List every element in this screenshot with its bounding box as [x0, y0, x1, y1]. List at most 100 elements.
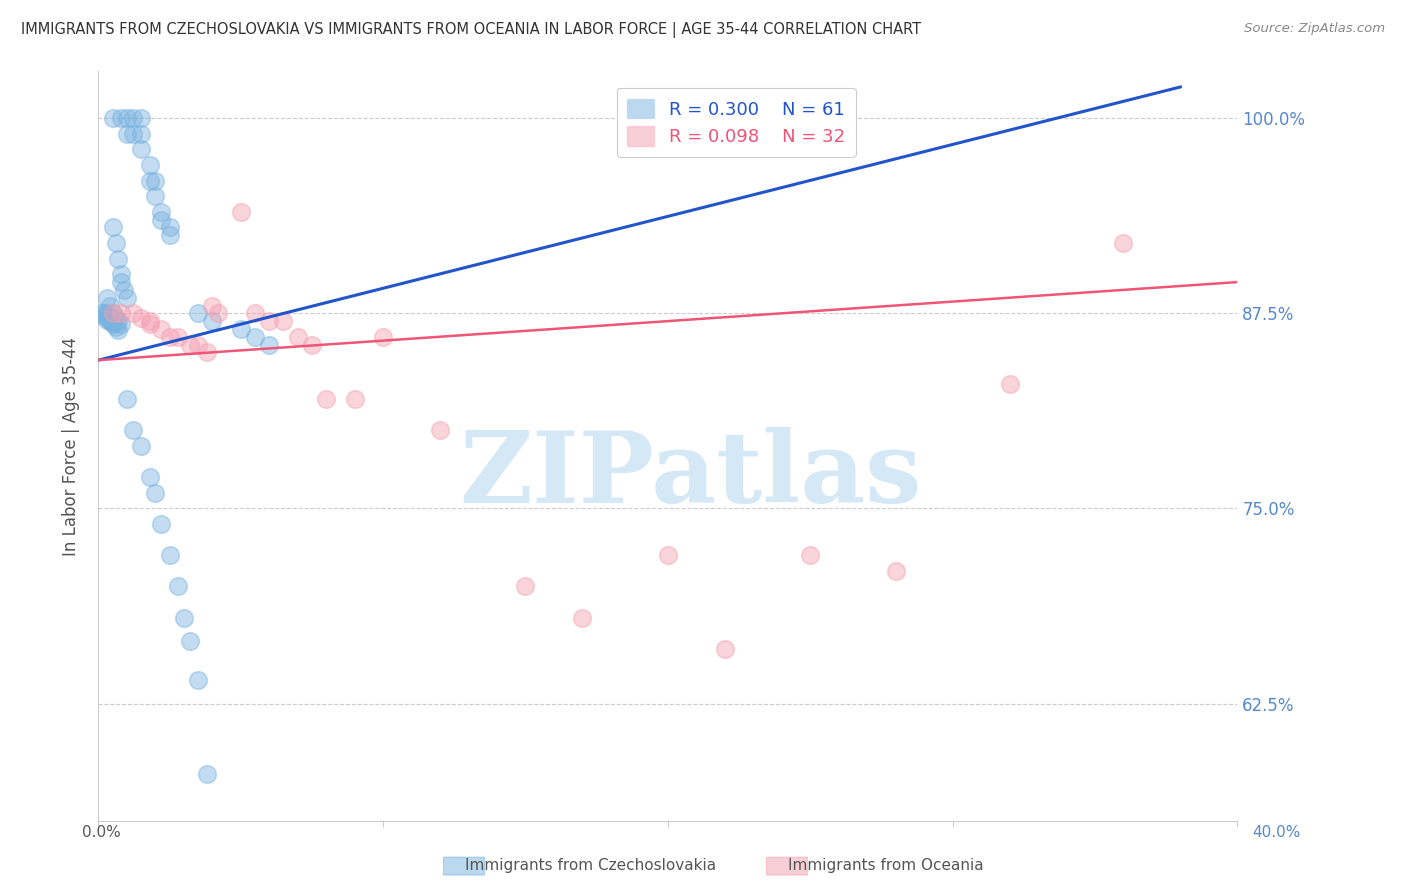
Point: [90, 306, 112, 320]
Point: [115, 291, 138, 305]
Point: [273, 314, 295, 328]
Point: [515, 580, 537, 594]
Point: [96, 312, 118, 326]
Point: [150, 322, 173, 336]
Point: [301, 337, 323, 351]
Point: [93, 306, 115, 320]
Point: [187, 673, 209, 687]
Point: [243, 306, 266, 320]
Text: 40.0%: 40.0%: [1253, 825, 1301, 840]
Point: [657, 549, 679, 563]
Point: [129, 311, 152, 326]
Point: [195, 345, 218, 359]
FancyBboxPatch shape: [443, 857, 485, 875]
Point: [107, 324, 129, 338]
Point: [229, 205, 252, 219]
Point: [159, 228, 181, 243]
Point: [150, 517, 173, 532]
Y-axis label: In Labor Force | Age 35-44: In Labor Force | Age 35-44: [62, 336, 80, 556]
Point: [93, 310, 115, 324]
Point: [998, 376, 1021, 391]
Point: [799, 549, 821, 563]
Point: [101, 314, 124, 328]
Point: [243, 330, 266, 344]
Point: [138, 174, 160, 188]
Point: [98, 298, 121, 313]
Point: [173, 611, 195, 625]
Point: [159, 220, 181, 235]
Point: [112, 283, 135, 297]
Point: [101, 316, 124, 330]
Point: [373, 330, 395, 344]
Text: Source: ZipAtlas.com: Source: ZipAtlas.com: [1244, 22, 1385, 36]
Point: [259, 314, 281, 328]
Point: [145, 189, 167, 203]
Point: [115, 127, 138, 141]
Point: [187, 337, 209, 351]
Text: Immigrants from Czechoslovakia: Immigrants from Czechoslovakia: [465, 858, 716, 872]
Point: [150, 212, 173, 227]
Point: [167, 330, 190, 344]
Point: [207, 306, 229, 320]
Point: [138, 470, 160, 484]
Point: [110, 275, 132, 289]
Point: [229, 322, 252, 336]
Point: [121, 306, 143, 320]
Point: [129, 127, 152, 141]
Point: [101, 306, 124, 320]
Point: [145, 174, 167, 188]
Point: [115, 112, 138, 126]
Point: [138, 314, 160, 328]
Point: [101, 317, 124, 331]
Point: [150, 205, 173, 219]
Point: [104, 235, 127, 250]
Point: [195, 767, 218, 781]
Point: [167, 580, 190, 594]
Point: [101, 112, 124, 126]
Point: [259, 337, 281, 351]
Point: [429, 423, 451, 437]
Point: [179, 634, 201, 648]
Point: [121, 112, 143, 126]
Point: [179, 337, 201, 351]
Point: [121, 423, 143, 437]
Point: [110, 317, 132, 331]
Point: [129, 143, 152, 157]
Point: [571, 611, 593, 625]
Point: [187, 306, 209, 320]
Text: IMMIGRANTS FROM CZECHOSLOVAKIA VS IMMIGRANTS FROM OCEANIA IN LABOR FORCE | AGE 3: IMMIGRANTS FROM CZECHOSLOVAKIA VS IMMIGR…: [21, 22, 921, 38]
Point: [138, 317, 160, 331]
Text: ZIPatlas: ZIPatlas: [460, 427, 922, 524]
Point: [138, 158, 160, 172]
Point: [201, 314, 224, 328]
Point: [98, 314, 121, 328]
Point: [98, 311, 121, 326]
Point: [107, 252, 129, 266]
Point: [315, 392, 337, 407]
Point: [110, 306, 132, 320]
Point: [201, 298, 224, 313]
Point: [96, 310, 118, 324]
Point: [110, 268, 132, 282]
Point: [1112, 235, 1135, 250]
Point: [343, 392, 366, 407]
Point: [104, 311, 127, 326]
Point: [115, 392, 138, 407]
Text: 0.0%: 0.0%: [82, 825, 121, 840]
Point: [110, 112, 132, 126]
Point: [104, 320, 127, 334]
Point: [129, 439, 152, 453]
Point: [101, 306, 124, 320]
FancyBboxPatch shape: [766, 857, 808, 875]
Point: [159, 549, 181, 563]
Point: [287, 330, 309, 344]
Point: [145, 485, 167, 500]
Point: [121, 127, 143, 141]
Point: [714, 642, 737, 657]
Point: [96, 291, 118, 305]
Point: [101, 220, 124, 235]
Text: Immigrants from Oceania: Immigrants from Oceania: [787, 858, 984, 872]
Point: [107, 314, 129, 328]
Point: [96, 306, 118, 320]
Point: [159, 330, 181, 344]
